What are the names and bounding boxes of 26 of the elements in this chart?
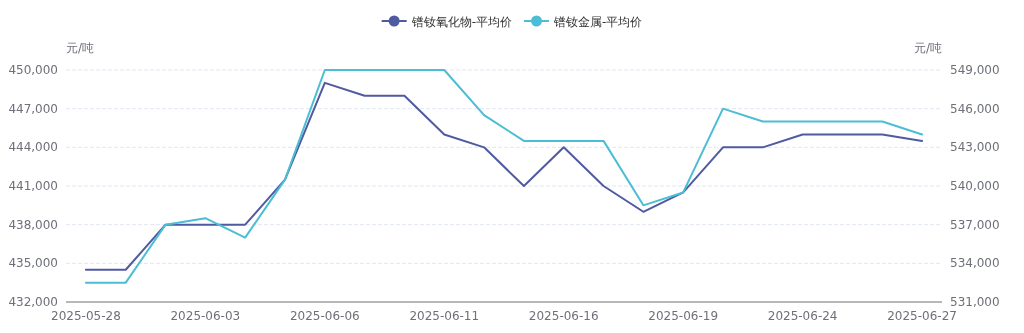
y2-tick-label: 549,000 — [950, 63, 1000, 77]
y-tick-label: 447,000 — [8, 101, 58, 116]
y2-tick-label: 534,000 — [950, 256, 1000, 271]
y2-tick-label: 531,000 — [950, 295, 1000, 309]
x-tick-label: 2025-05-28 — [51, 309, 121, 323]
y-tick-label: 444,000 — [8, 140, 58, 155]
y-tick-label: 441,000 — [8, 179, 58, 193]
y-tick-label: 435,000 — [8, 256, 58, 271]
x-tick-label: 2025-06-16 — [528, 309, 599, 323]
y2-tick-label: 537,000 — [950, 217, 1000, 232]
legend-label: 镨钕金属-平均价 — [553, 14, 643, 29]
x-tick-label: 2025-06-06 — [289, 309, 360, 323]
y2-tick-label: 543,000 — [950, 140, 1000, 155]
x-tick-label: 2025-06-11 — [409, 309, 480, 323]
y2-tick-label: 540,000 — [950, 179, 1000, 193]
y-tick-label: 438,000 — [8, 217, 58, 232]
legend-label: 镨钕氧化物-平均价 — [410, 14, 512, 29]
y-tick-label: 450,000 — [8, 63, 58, 77]
y-tick-label: 432,000 — [8, 295, 58, 309]
y-axis-title: 元/吨 — [66, 41, 95, 55]
x-tick-label: 2025-06-19 — [648, 309, 719, 323]
y2-tick-label: 546,000 — [950, 101, 1000, 116]
y2-axis-title: 元/吨 — [913, 41, 942, 55]
x-tick-label: 2025-06-27 — [887, 309, 957, 323]
x-tick-label: 2025-06-03 — [170, 309, 241, 323]
x-tick-label: 2025-06-24 — [767, 309, 838, 323]
